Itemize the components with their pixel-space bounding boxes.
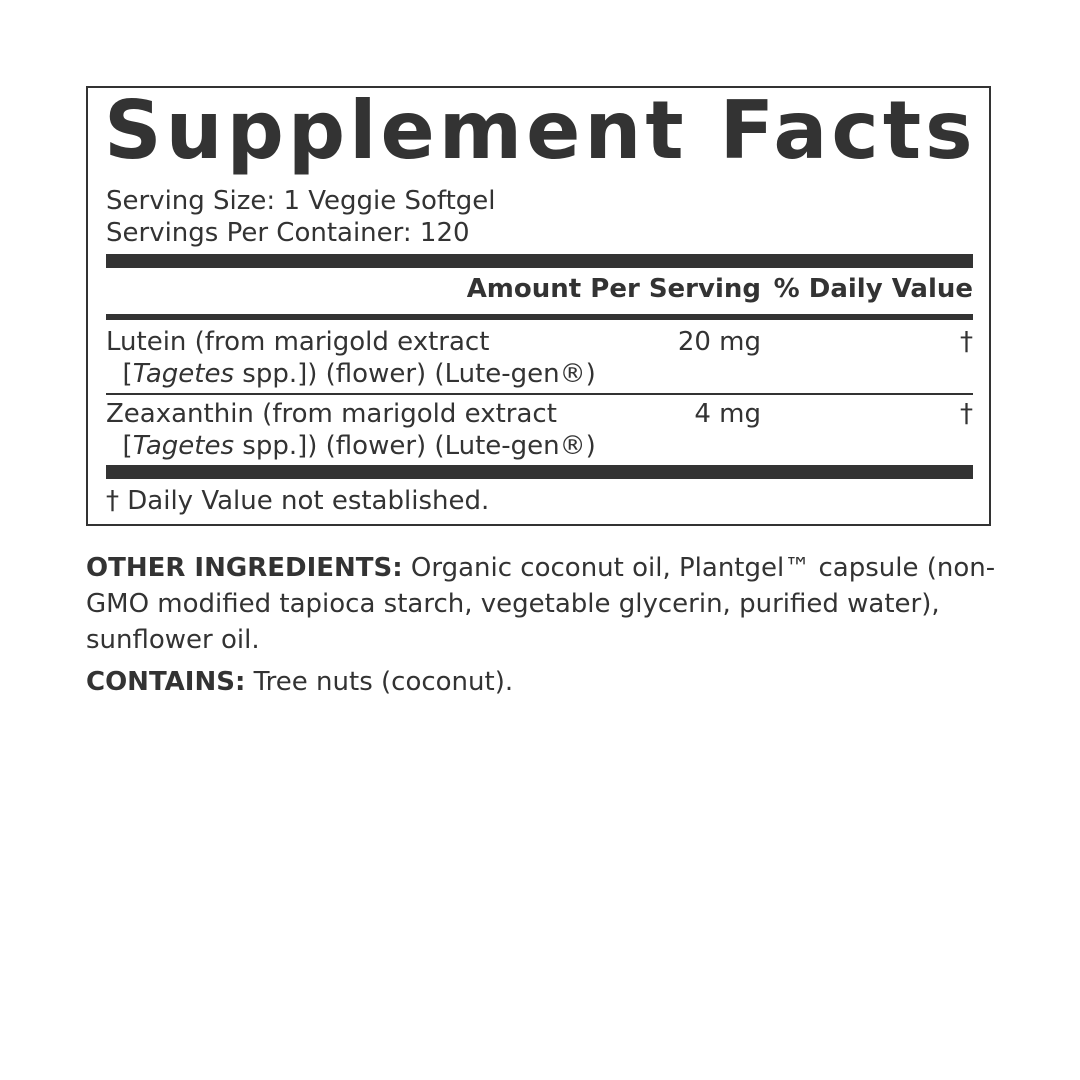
other-ingredients: OTHER INGREDIENTS: Organic coconut oil, … xyxy=(86,553,996,655)
row-divider xyxy=(106,393,973,395)
footnote: † Daily Value not established. xyxy=(106,486,490,516)
nutrient-amount: 4 mg xyxy=(694,399,761,429)
thick-divider xyxy=(106,254,973,268)
nutrient-row: Zeaxanthin (from marigold extract [Taget… xyxy=(106,398,973,462)
supplement-facts-panel: Supplement Facts Serving Size: 1 Veggie … xyxy=(86,84,991,526)
thick-divider xyxy=(106,465,973,479)
nutrient-row: Lutein (from marigold extract [Tagetes s… xyxy=(106,326,973,390)
nutrient-dv: † xyxy=(960,327,973,357)
panel-title: Supplement Facts xyxy=(104,84,977,177)
contains: CONTAINS: Tree nuts (coconut). xyxy=(86,667,514,697)
servings-per-container: Servings Per Container: 120 xyxy=(106,218,470,248)
nutrient-dv: † xyxy=(960,399,973,429)
medium-divider xyxy=(106,314,973,320)
serving-size: Serving Size: 1 Veggie Softgel xyxy=(106,186,496,216)
nutrient-name: Lutein (from marigold extract [Tagetes s… xyxy=(106,327,596,389)
nutrient-name: Zeaxanthin (from marigold extract [Taget… xyxy=(106,399,596,461)
daily-value-header: % Daily Value xyxy=(773,274,973,304)
amount-per-serving-header: Amount Per Serving xyxy=(466,274,761,304)
nutrient-amount: 20 mg xyxy=(677,327,761,357)
